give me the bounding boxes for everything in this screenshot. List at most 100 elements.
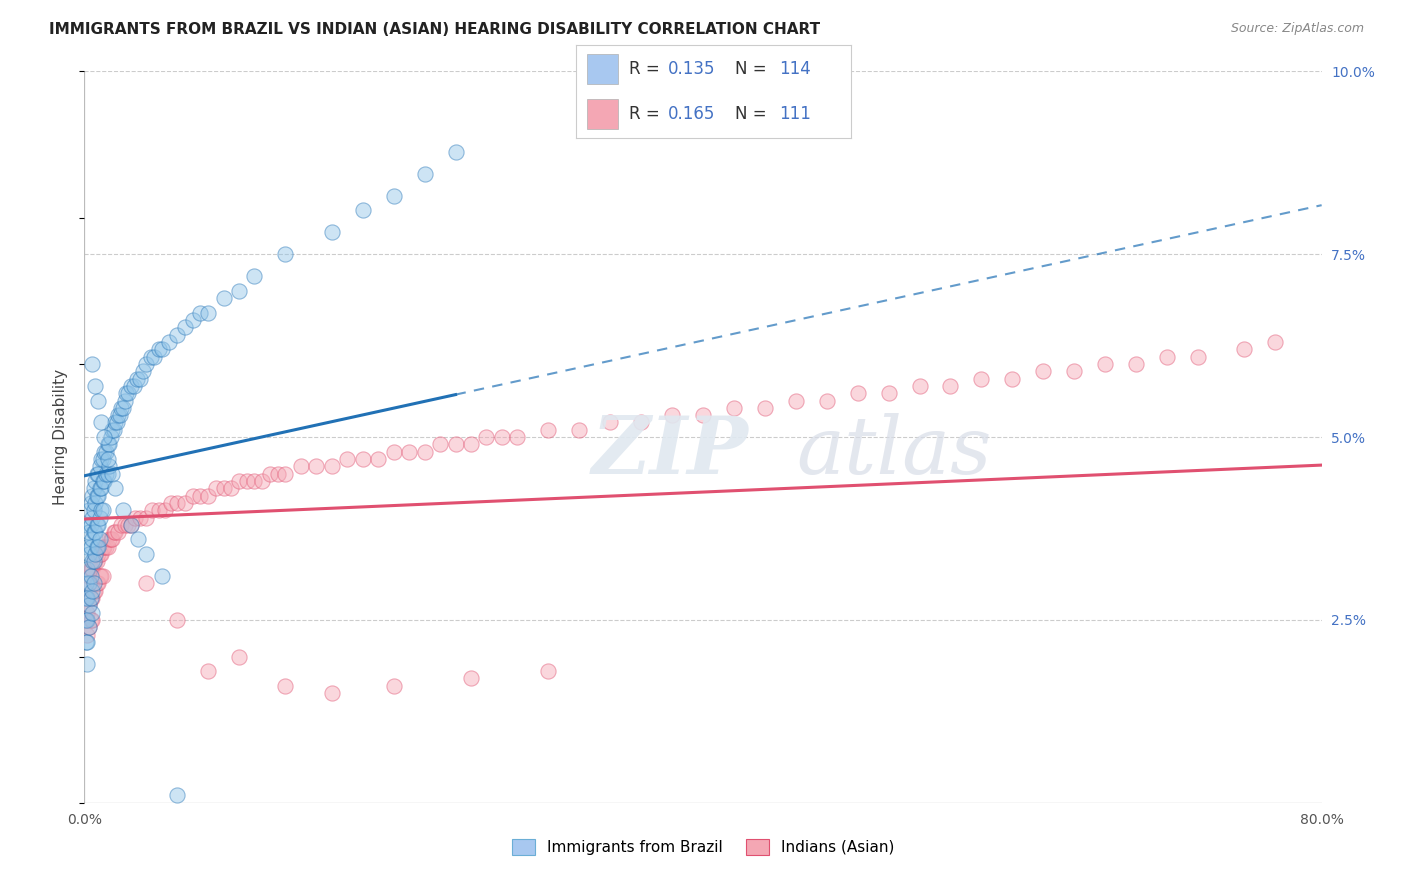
Point: [1187, 350, 1209, 364]
Point: [84, 547, 107, 561]
Point: [77, 576, 100, 591]
Point: [413, 444, 436, 458]
Point: [166, 327, 188, 342]
Point: [135, 547, 157, 561]
Point: [321, 459, 343, 474]
Point: [90, 547, 112, 561]
Point: [82, 510, 104, 524]
Point: [79, 591, 101, 605]
Text: R =: R =: [628, 105, 665, 123]
Point: [76, 591, 98, 605]
Point: [110, 401, 132, 415]
Point: [188, 306, 211, 320]
Point: [93, 474, 115, 488]
Point: [129, 510, 152, 524]
Point: [76, 613, 98, 627]
Point: [86, 540, 108, 554]
Point: [382, 444, 405, 458]
Point: [1264, 334, 1286, 349]
Point: [89, 510, 111, 524]
Point: [506, 430, 529, 444]
Point: [91, 474, 114, 488]
Point: [104, 416, 127, 430]
Point: [75, 613, 97, 627]
Point: [75, 576, 97, 591]
Point: [352, 203, 374, 218]
Point: [82, 357, 104, 371]
Point: [93, 540, 115, 554]
Point: [1001, 371, 1024, 385]
Point: [83, 576, 105, 591]
Point: [79, 613, 101, 627]
Point: [90, 569, 112, 583]
Point: [90, 481, 112, 495]
Point: [91, 540, 114, 554]
Y-axis label: Hearing Disability: Hearing Disability: [53, 369, 69, 505]
Point: [87, 540, 110, 554]
Point: [84, 525, 107, 540]
Point: [101, 423, 124, 437]
Point: [96, 540, 118, 554]
Point: [267, 467, 290, 481]
Point: [83, 481, 105, 495]
Point: [135, 576, 157, 591]
Point: [79, 562, 101, 576]
Point: [89, 481, 111, 495]
Point: [305, 459, 328, 474]
Point: [82, 554, 104, 568]
Point: [444, 437, 467, 451]
Point: [84, 496, 107, 510]
Point: [181, 489, 204, 503]
Point: [87, 393, 110, 408]
Point: [243, 269, 266, 284]
Point: [83, 503, 105, 517]
Point: [197, 664, 219, 678]
Point: [491, 430, 513, 444]
Point: [91, 452, 114, 467]
Point: [82, 533, 104, 547]
Point: [100, 533, 122, 547]
Point: [460, 437, 482, 451]
Point: [117, 386, 139, 401]
Point: [82, 489, 104, 503]
Point: [94, 444, 117, 458]
Point: [75, 591, 97, 605]
Point: [120, 517, 142, 532]
Text: 111: 111: [779, 105, 811, 123]
Point: [197, 306, 219, 320]
Point: [148, 343, 170, 357]
Point: [76, 635, 98, 649]
Text: 0.135: 0.135: [668, 60, 716, 78]
Point: [76, 517, 98, 532]
Point: [96, 452, 118, 467]
Point: [90, 416, 112, 430]
Point: [96, 437, 118, 451]
Point: [96, 467, 118, 481]
Point: [120, 379, 142, 393]
Point: [382, 188, 405, 202]
Point: [77, 547, 100, 561]
Point: [91, 503, 114, 517]
Point: [105, 416, 128, 430]
Point: [84, 583, 107, 598]
Point: [382, 679, 405, 693]
Point: [228, 284, 250, 298]
Point: [212, 481, 235, 495]
Point: [166, 789, 188, 803]
Point: [475, 430, 498, 444]
Point: [127, 533, 149, 547]
Point: [115, 386, 138, 401]
Point: [212, 291, 235, 305]
Point: [76, 562, 98, 576]
Point: [398, 444, 420, 458]
Point: [243, 474, 266, 488]
Point: [77, 599, 100, 613]
Text: R =: R =: [628, 60, 665, 78]
Text: atlas: atlas: [796, 413, 991, 491]
Point: [150, 569, 173, 583]
Point: [413, 167, 436, 181]
Point: [93, 444, 115, 458]
Point: [112, 503, 135, 517]
Point: [76, 606, 98, 620]
Point: [352, 452, 374, 467]
